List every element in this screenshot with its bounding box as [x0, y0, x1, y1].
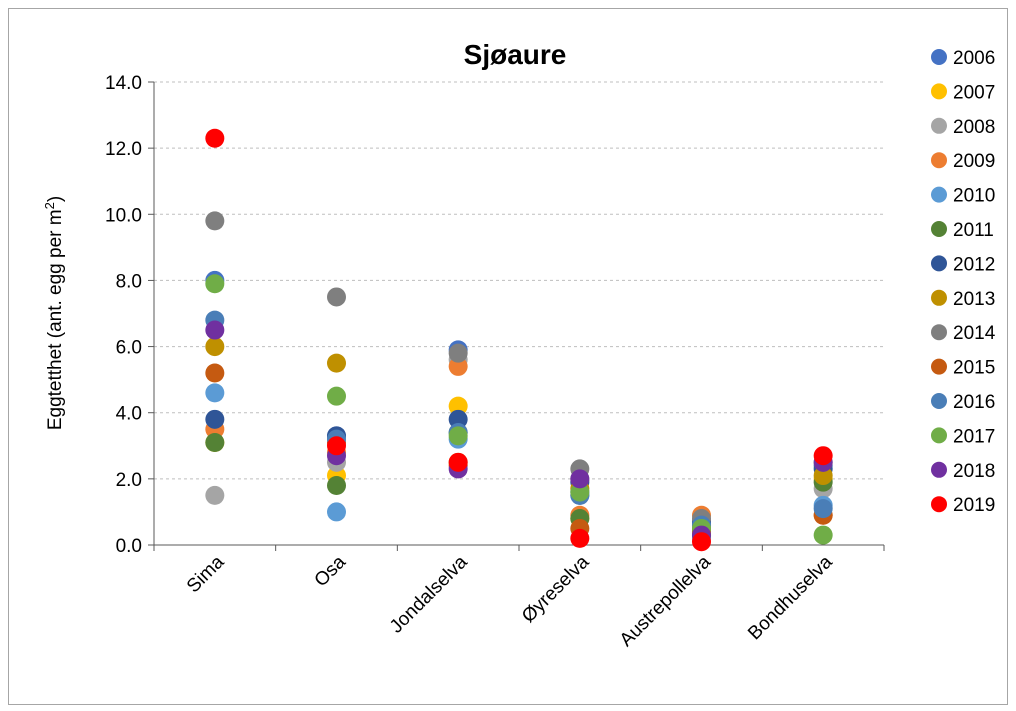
point-2017-3 — [570, 482, 590, 502]
legend-marker-2012 — [931, 255, 947, 272]
legend-label-2011: 2011 — [953, 220, 994, 241]
y-axis-label: Eggtetthet (ant. egg per m2) — [42, 196, 67, 430]
legend-label-2016: 2016 — [953, 392, 995, 413]
x-tick-label: Bondhuselva — [744, 551, 837, 644]
legend-marker-2017 — [931, 427, 947, 444]
legend-label-2008: 2008 — [953, 117, 995, 138]
legend-label-2018: 2018 — [953, 461, 995, 482]
point-2016-5 — [813, 499, 833, 519]
point-2010-1 — [327, 502, 346, 522]
point-2014-1 — [327, 287, 346, 307]
y-tick-label: 6.0 — [116, 338, 142, 359]
x-tick-label: Sima — [183, 551, 229, 597]
legend-label-2010: 2010 — [953, 186, 995, 207]
legend-marker-2018 — [931, 461, 947, 478]
point-2017-1 — [327, 386, 346, 406]
point-2014-2 — [448, 343, 468, 363]
legend-marker-2014 — [931, 324, 947, 341]
point-2019-2 — [448, 452, 468, 472]
y-tick-label: 12.0 — [105, 139, 142, 160]
y-tick-label: 4.0 — [116, 404, 142, 425]
legend-label-2019: 2019 — [953, 495, 995, 516]
point-2017-2 — [448, 426, 468, 446]
chart-frame: 0.0 2.0 4.0 6.0 8.0 10.0 12.0 14.0 Sima Osa Jondal… — [8, 8, 1008, 705]
x-tick-label: Jondalselva — [386, 551, 472, 637]
gridlines — [154, 81, 884, 480]
point-2017-0 — [205, 274, 225, 294]
legend-label-2017: 2017 — [953, 426, 995, 447]
point-2010-0 — [205, 383, 225, 403]
data-points — [205, 128, 833, 552]
x-tick-label: Øyreselva — [518, 551, 594, 627]
point-2018-3 — [570, 469, 590, 489]
legend-label-2006: 2006 — [953, 48, 995, 69]
legend-marker-2007 — [931, 83, 947, 100]
legend-marker-2010 — [931, 186, 947, 203]
legend-marker-2008 — [931, 117, 947, 134]
y-tick-label: 10.0 — [105, 205, 142, 226]
chart-title: Sjøaure — [464, 39, 567, 70]
legend-label-2013: 2013 — [953, 289, 995, 310]
point-2013-1 — [327, 353, 346, 373]
point-2017-5 — [813, 525, 833, 545]
legend-marker-2009 — [931, 152, 947, 169]
point-2011-0 — [205, 432, 225, 452]
legend-marker-2013 — [931, 289, 947, 306]
point-2011-1 — [327, 475, 346, 495]
point-2009-2 — [448, 356, 468, 376]
point-2015-0 — [205, 363, 225, 383]
point-2008-0 — [205, 485, 225, 505]
legend-marker-2019 — [931, 496, 947, 513]
point-2014-0 — [205, 211, 225, 231]
point-2019-4 — [692, 532, 711, 552]
legend: 2006 2007 2008 2009 2010 2011 2012 2013 2014 2015… — [931, 48, 996, 516]
point-2013-0 — [205, 337, 225, 357]
legend-marker-2011 — [931, 221, 947, 237]
point-2019-5 — [813, 446, 833, 466]
legend-marker-2016 — [931, 393, 947, 409]
axes: 0.0 2.0 4.0 6.0 8.0 10.0 12.0 14.0 Sima Osa Jondal… — [105, 73, 885, 651]
legend-marker-2015 — [931, 358, 947, 375]
x-tick-label: Osa — [311, 551, 351, 591]
legend-label-2012: 2012 — [953, 254, 995, 275]
legend-label-2009: 2009 — [953, 151, 995, 172]
point-2012-0 — [205, 409, 225, 429]
y-tick-label: 8.0 — [116, 271, 142, 292]
y-tick-label: 0.0 — [116, 536, 142, 557]
point-2013-5 — [813, 466, 833, 486]
point-2019-3 — [570, 528, 590, 548]
legend-label-2014: 2014 — [953, 323, 996, 344]
legend-label-2007: 2007 — [953, 82, 995, 103]
point-2007-2 — [448, 396, 468, 416]
chart-svg: 0.0 2.0 4.0 6.0 8.0 10.0 12.0 14.0 Sima Osa Jondal… — [42, 39, 996, 651]
x-tick-label: Austrepollelva — [616, 551, 716, 651]
y-tick-label: 2.0 — [116, 470, 142, 491]
point-2019-1 — [327, 436, 346, 456]
y-tick-label: 14.0 — [105, 73, 142, 94]
point-2019-0 — [205, 128, 225, 148]
legend-label-2015: 2015 — [953, 358, 995, 379]
point-2012-2 — [448, 409, 468, 429]
legend-marker-2006 — [931, 49, 947, 65]
point-2018-0 — [205, 320, 225, 340]
